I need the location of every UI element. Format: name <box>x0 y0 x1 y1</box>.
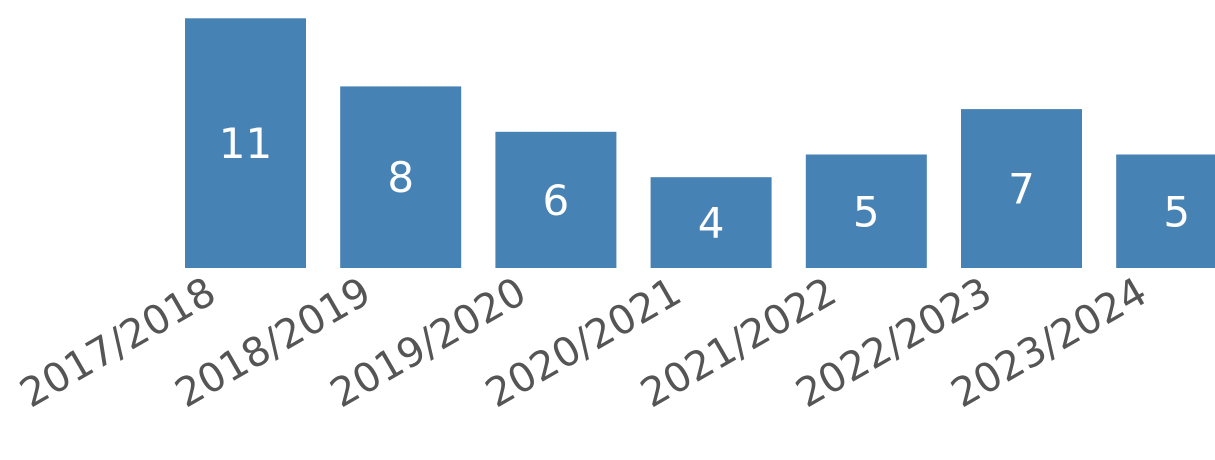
bar-2022-2023 <box>961 109 1082 268</box>
bar-value-label: 7 <box>1008 165 1035 214</box>
bars-group <box>185 18 1215 269</box>
bar-labels-group: 11 8 6 4 5 7 5 <box>219 119 1190 247</box>
bar-value-label: 5 <box>1163 187 1190 236</box>
bar-value-label: 5 <box>853 187 880 236</box>
bar-2023-2024 <box>1116 154 1215 268</box>
bar-2020-2021 <box>650 177 772 268</box>
bar-value-label: 8 <box>387 153 414 202</box>
bar-2017-2018 <box>185 18 306 268</box>
bar-2018-2019 <box>340 86 462 269</box>
bar-2019-2020 <box>495 131 617 268</box>
x-axis-tick-labels: 2017/20182018/20192019/20202020/20212021… <box>13 269 1155 417</box>
bar-value-label: 6 <box>543 176 570 225</box>
bar-2021-2022 <box>805 154 927 268</box>
bar-value-label: 4 <box>698 199 725 248</box>
bar-value-label: 11 <box>219 119 272 168</box>
